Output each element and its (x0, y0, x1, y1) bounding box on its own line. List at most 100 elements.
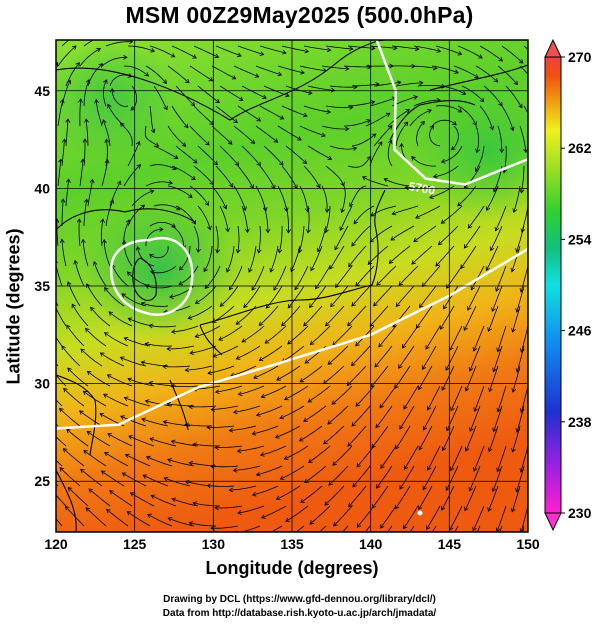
streamline (491, 285, 503, 312)
streamline-arrowhead (27, 425, 31, 429)
streamline (405, 185, 433, 189)
streamline-arrowhead (487, 507, 492, 512)
streamline-arrowhead (256, 117, 262, 122)
streamline (419, 285, 437, 308)
streamline (299, 125, 326, 137)
streamline-arrowhead (168, 180, 173, 185)
streamline (263, 205, 269, 233)
streamline (56, 494, 67, 507)
streamline (373, 81, 401, 87)
streamline (252, 425, 279, 435)
x-tick-label: 130 (202, 536, 226, 552)
streamline (36, 45, 53, 66)
streamline-arrowhead (149, 253, 154, 259)
streamline (461, 85, 485, 102)
streamline (88, 488, 111, 507)
streamline (479, 105, 494, 130)
streamline (233, 65, 259, 78)
streamline (389, 245, 411, 264)
streamline-arrowhead (468, 486, 474, 492)
streamline (193, 45, 219, 58)
streamline-arrowhead (67, 367, 72, 373)
streamline-arrowhead (116, 180, 122, 186)
streamline (153, 204, 181, 211)
streamline-arrowhead (140, 204, 146, 209)
streamline-arrowhead (474, 74, 479, 79)
streamline (122, 472, 147, 487)
streamline-arrowhead (255, 412, 261, 417)
streamline-arrowhead (59, 238, 65, 244)
streamline (71, 304, 89, 327)
streamline (85, 507, 107, 527)
streamline-arrowhead (203, 267, 208, 273)
streamline-arrowhead (62, 448, 68, 453)
streamline-arrowhead (510, 507, 516, 513)
streamline (423, 405, 437, 431)
streamline (193, 225, 200, 253)
streamline-arrowhead (387, 139, 393, 145)
cold-core-korea (80, 200, 240, 340)
streamline-arrowhead (457, 108, 463, 113)
streamline-arrowhead (258, 321, 264, 326)
streamline-arrowhead (411, 155, 416, 161)
streamline-arrowhead (162, 364, 167, 370)
streamline-arrowhead (468, 367, 474, 372)
streamline (193, 443, 220, 447)
streamline (442, 425, 455, 451)
streamline (409, 65, 437, 69)
streamline (475, 65, 498, 83)
streamline (276, 485, 301, 500)
streamline-arrowhead (421, 365, 427, 370)
streamline-arrowhead (511, 447, 516, 453)
streamline (426, 505, 441, 530)
streamline-arrowhead (238, 96, 244, 101)
streamline-arrowhead (518, 59, 524, 64)
streamline (243, 285, 261, 308)
streamline-arrowhead (327, 155, 333, 160)
streamline-arrowhead (512, 208, 518, 214)
streamline-arrowhead (426, 525, 431, 531)
streamline-arrowhead (127, 317, 133, 322)
streamline-arrowhead (136, 164, 142, 169)
streamline (171, 165, 196, 181)
streamline (284, 385, 309, 400)
streamline (237, 225, 240, 253)
streamline (80, 469, 103, 487)
streamline (398, 265, 419, 286)
streamline (457, 45, 483, 59)
streamline (281, 105, 308, 117)
streamline-arrowhead (141, 417, 146, 423)
streamline-arrowhead (123, 54, 128, 60)
streamline (317, 225, 327, 252)
streamline (422, 345, 437, 370)
streamline-arrowhead (106, 374, 112, 379)
streamline-arrowhead (33, 301, 37, 305)
streamline (351, 345, 371, 366)
streamline (237, 165, 254, 189)
streamline (457, 185, 477, 207)
streamline-arrowhead (103, 79, 108, 84)
streamline-arrowhead (350, 361, 356, 367)
streamline-arrowhead (90, 306, 95, 312)
streamline-arrowhead (450, 406, 455, 412)
streamline (248, 245, 257, 273)
streamline-arrowhead (540, 61, 544, 65)
streamline (215, 385, 243, 393)
streamline (144, 125, 159, 147)
wind-streamlines (27, 40, 544, 532)
streamline-arrowhead (40, 406, 44, 410)
streamline-arrowhead (192, 501, 198, 506)
streamline-arrowhead (181, 142, 187, 147)
streamline-arrowhead (236, 448, 242, 454)
streamline-arrowhead (40, 466, 44, 470)
streamline (441, 365, 455, 391)
streamline-arrowhead (429, 125, 434, 130)
streamline-arrowhead (473, 407, 478, 413)
streamline-arrowhead (387, 125, 393, 130)
streamline (387, 109, 410, 127)
streamline-arrowhead (219, 302, 225, 307)
streamline (486, 245, 499, 271)
x-axis-label: Longitude (degrees) (205, 558, 379, 578)
streamline-arrowhead (298, 437, 304, 442)
streamline-arrowhead (101, 239, 107, 244)
